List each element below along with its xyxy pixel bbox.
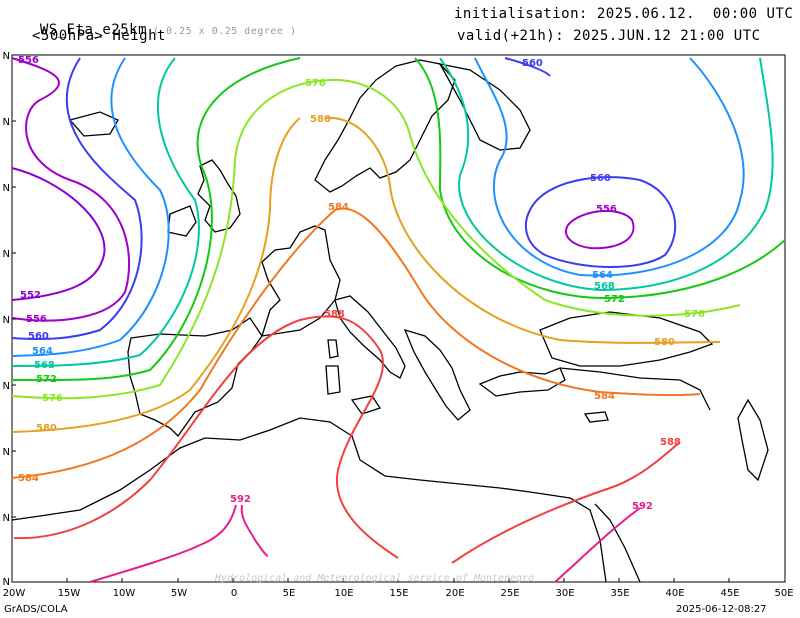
label-588-e: 588 <box>660 437 681 448</box>
contour-568 <box>11 57 774 367</box>
contour-560-west <box>11 57 143 341</box>
label-556-nw: 556 <box>18 55 39 66</box>
valid-time: valid(+21h): 2025.JUN.12 21:00 UTC <box>457 28 761 44</box>
resolution-note: ( 0.25 x 0.25 degree ) <box>153 26 297 37</box>
lat-label: N <box>3 183 10 194</box>
label-560-ne: 560 <box>522 58 543 69</box>
contour-556-east <box>565 209 635 250</box>
label-576-n: 576 <box>305 78 326 89</box>
label-584-e: 584 <box>594 391 615 402</box>
label-552: 552 <box>20 290 41 301</box>
label-584-c: 584 <box>328 202 349 213</box>
lat-label: N <box>3 117 10 128</box>
lat-label: N <box>3 577 10 588</box>
lon-labels: 20W 15W 10W 5W 0 5E 10E 15E 20E 25E 30E … <box>3 588 794 599</box>
label-560-e: 560 <box>590 173 611 184</box>
contour-580 <box>11 116 721 433</box>
label-580-e: 580 <box>654 337 675 348</box>
label-592-s: 592 <box>230 494 251 505</box>
contour-556-west <box>11 57 131 322</box>
contour-560-ne <box>504 57 551 77</box>
contour-576 <box>11 78 741 400</box>
label-576-w: 576 <box>42 393 63 404</box>
contour-labels: 556 552 556 560 564 568 572 576 580 584 … <box>18 55 705 512</box>
label-568-w: 568 <box>34 360 55 371</box>
label-580-w: 580 <box>36 423 57 434</box>
lon-label: 25E <box>500 588 519 599</box>
label-580-n: 580 <box>310 114 331 125</box>
label-592-e: 592 <box>632 501 653 512</box>
lon-label: 50E <box>774 588 793 599</box>
contour-584 <box>11 207 701 479</box>
lon-label: 40E <box>665 588 684 599</box>
lon-label: 0 <box>231 588 237 599</box>
model-name: WS_Eta_e25km <box>39 22 148 38</box>
contour-572 <box>11 57 786 382</box>
contour-lines <box>11 57 786 583</box>
lon-label: 20E <box>445 588 464 599</box>
watermark: Hydrological and Meteorological service … <box>215 573 535 584</box>
label-572-w: 572 <box>36 374 57 385</box>
lon-label: 45E <box>720 588 739 599</box>
software-credit: GrADS/COLA <box>4 604 68 615</box>
label-556-w: 556 <box>26 314 47 325</box>
coastlines <box>11 59 769 583</box>
label-572-e: 572 <box>604 294 625 305</box>
label-564-w: 564 <box>32 346 53 357</box>
contour-588 <box>13 315 681 564</box>
lat-label: N <box>3 513 10 524</box>
field-title: <500hPa> Height <box>32 28 166 44</box>
render-timestamp: 2025-06-12-08:27 <box>676 604 767 615</box>
lon-label: 35E <box>610 588 629 599</box>
lon-label: 10E <box>334 588 353 599</box>
lon-label: 15W <box>58 588 81 599</box>
axis-ticks <box>11 120 786 582</box>
label-568-e: 568 <box>594 281 615 292</box>
contour-592 <box>89 504 641 583</box>
contour-552 <box>11 167 106 301</box>
lon-label: 30E <box>555 588 574 599</box>
lon-label: 10W <box>113 588 136 599</box>
lon-label: 5E <box>283 588 296 599</box>
map-frame <box>11 54 786 583</box>
lon-label: 20W <box>3 588 26 599</box>
label-584-w: 584 <box>18 473 39 484</box>
label-560-w: 560 <box>28 331 49 342</box>
label-564-e: 564 <box>592 270 613 281</box>
contour-564 <box>11 57 745 357</box>
label-588-c: 588 <box>324 309 345 320</box>
init-time: initialisation: 2025.06.12. 00:00 UTC <box>454 6 794 22</box>
lon-label: 5W <box>171 588 187 599</box>
lat-label: N <box>3 447 10 458</box>
lat-label: N <box>3 249 10 260</box>
lat-label: N <box>3 381 10 392</box>
lat-labels: N N N N N N N N N <box>3 51 10 588</box>
contour-560-east <box>524 176 677 268</box>
label-556-e: 556 <box>596 204 617 215</box>
model-title: WS_Eta_e25km ( 0.25 x 0.25 degree ) <box>22 6 296 38</box>
lat-label: N <box>3 315 10 326</box>
lon-label: 15E <box>389 588 408 599</box>
label-576-e: 576 <box>684 309 705 320</box>
lat-label: N <box>3 51 10 62</box>
